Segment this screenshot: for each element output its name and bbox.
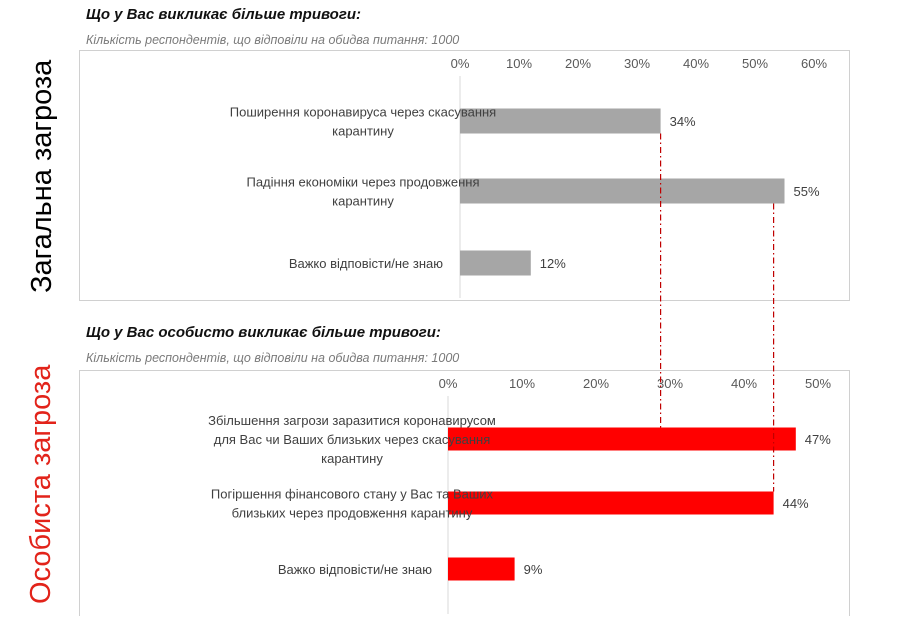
general-category-label: Поширення коронавируса через скасування (230, 105, 496, 120)
general-category-label: Падіння економіки через продовження (246, 175, 479, 190)
personal-category-label: Важко відповісти/не знаю (278, 562, 432, 577)
general-category-label: карантину (332, 194, 394, 209)
general-category-label: Важко відповісти/не знаю (289, 256, 443, 271)
general-value-label: 34% (670, 114, 696, 129)
personal-value-label: 47% (805, 432, 831, 447)
general-tick-label: 30% (624, 56, 650, 71)
general-tick-label: 60% (801, 56, 827, 71)
personal-tick-label: 40% (731, 376, 757, 391)
general-tick-label: 20% (565, 56, 591, 71)
personal-tick-label: 30% (657, 376, 683, 391)
general-tick-label: 0% (451, 56, 470, 71)
personal-bar (448, 491, 774, 515)
chart-personal-subtitle: Кількість респондентів, що відповіли на … (86, 351, 460, 365)
personal-category-label: близьких через продовження карантину (232, 506, 473, 521)
general-tick-label: 50% (742, 56, 768, 71)
personal-value-label: 44% (783, 496, 809, 511)
personal-category-label: для Вас чи Ваших близьких через скасуван… (214, 432, 491, 447)
chart-general-subtitle: Кількість респондентів, що відповіли на … (86, 33, 460, 47)
personal-category-label: Погіршення фінансового стану у Вас та Ва… (211, 487, 494, 502)
general-bar (460, 108, 661, 134)
general-bar (460, 250, 531, 276)
chart-general-title: Що у Вас викликає більше тривоги: (86, 6, 362, 23)
personal-value-label: 9% (524, 562, 543, 577)
personal-bar (448, 427, 796, 451)
general-value-label: 55% (794, 184, 820, 199)
general-value-label: 12% (540, 256, 566, 271)
personal-tick-label: 50% (805, 376, 831, 391)
general-tick-label: 10% (506, 56, 532, 71)
personal-tick-label: 0% (439, 376, 458, 391)
personal-tick-label: 20% (583, 376, 609, 391)
personal-bar (448, 557, 515, 581)
personal-category-label: карантину (321, 451, 383, 466)
general-category-label: карантину (332, 124, 394, 139)
personal-tick-label: 10% (509, 376, 535, 391)
chart-personal-title: Що у Вас особисто викликає більше тривог… (86, 324, 441, 341)
general-tick-label: 40% (683, 56, 709, 71)
personal-category-label: Збільшення загрози заразитися коронавиру… (208, 413, 496, 428)
general-bar (460, 178, 785, 204)
